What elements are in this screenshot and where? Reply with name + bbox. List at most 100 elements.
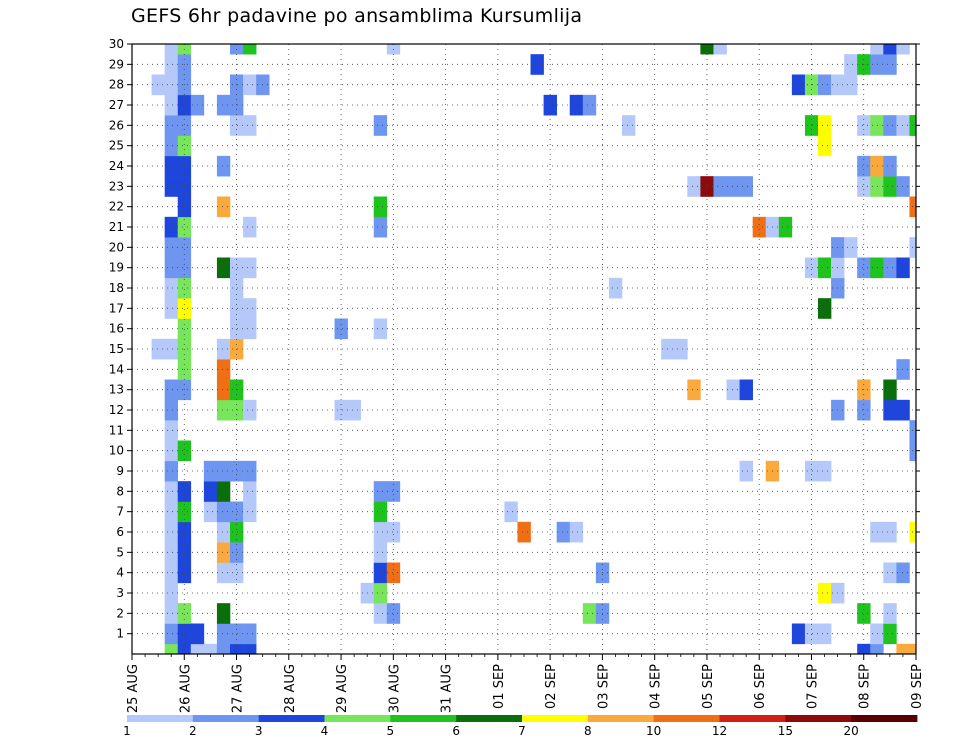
precip-cell xyxy=(818,623,832,645)
precip-cell xyxy=(216,460,231,482)
precip-cell xyxy=(857,257,871,279)
precip-cell xyxy=(216,562,231,584)
precip-cell xyxy=(243,501,257,523)
precip-cell xyxy=(230,542,244,563)
legend-label: 8 xyxy=(584,724,592,738)
precip-cell xyxy=(883,54,897,75)
precip-cell xyxy=(739,460,753,482)
legend-label: 2 xyxy=(189,724,197,738)
y-tick-label: 17 xyxy=(109,301,124,315)
precip-cell xyxy=(164,623,179,645)
precip-cell xyxy=(177,277,192,299)
precip-cell xyxy=(582,94,597,116)
precip-cell xyxy=(243,115,257,136)
precip-cell xyxy=(896,44,910,55)
precip-cell xyxy=(857,115,871,136)
y-tick-label: 9 xyxy=(116,464,124,478)
precip-cell xyxy=(164,54,179,75)
precip-cell xyxy=(791,623,806,645)
precip-cell xyxy=(151,338,165,360)
precipitation-cells xyxy=(151,44,917,655)
precip-cell xyxy=(870,44,884,55)
legend-label: 20 xyxy=(844,724,859,738)
y-tick-label: 14 xyxy=(109,362,124,376)
precip-cell xyxy=(164,176,179,197)
precip-cell xyxy=(373,196,388,218)
y-tick-label: 10 xyxy=(109,444,124,458)
precip-cell xyxy=(216,359,231,380)
precip-cell xyxy=(883,603,897,624)
precip-cell xyxy=(177,542,192,563)
precip-cell xyxy=(164,44,179,55)
legend-swatch xyxy=(258,715,325,722)
precip-cell xyxy=(373,318,388,340)
precip-cell xyxy=(896,176,910,197)
precip-cell xyxy=(818,135,832,157)
precip-cell xyxy=(177,481,192,502)
precip-cell xyxy=(622,115,636,136)
precip-cell xyxy=(726,379,740,401)
precip-cell xyxy=(203,501,218,523)
precip-cell xyxy=(791,74,806,96)
y-tick-label: 21 xyxy=(109,220,124,234)
y-tick-label: 28 xyxy=(109,78,124,92)
legend-label: 15 xyxy=(778,724,793,738)
precip-cell xyxy=(713,176,727,197)
precip-cell xyxy=(164,582,179,604)
precip-cell xyxy=(177,216,192,238)
legend-swatch xyxy=(851,715,918,722)
precip-cell xyxy=(687,176,701,197)
precip-cell xyxy=(243,318,257,340)
precip-cell xyxy=(243,481,257,502)
legend-swatch xyxy=(522,715,589,722)
precip-cell xyxy=(713,44,727,55)
precip-cell xyxy=(386,603,401,624)
precip-cell xyxy=(230,298,244,319)
y-tick-label: 5 xyxy=(116,545,124,559)
legend-swatch xyxy=(653,715,720,722)
precip-cell xyxy=(164,481,179,502)
y-axis-ticks: 1234567891011121314151617181920212223242… xyxy=(109,37,920,641)
y-tick-label: 12 xyxy=(109,403,124,417)
precip-cell xyxy=(883,399,897,421)
legend-swatch xyxy=(192,715,260,722)
precip-cell xyxy=(347,399,361,421)
x-tick-label: 27 AUG xyxy=(231,664,246,713)
precip-cell xyxy=(216,623,231,645)
precip-cell xyxy=(556,521,571,543)
precip-cell xyxy=(896,359,910,380)
precip-cell xyxy=(216,643,231,655)
precip-cell xyxy=(164,155,179,177)
precip-cell xyxy=(164,521,179,543)
precip-cell xyxy=(177,318,192,340)
precip-cell xyxy=(883,176,897,197)
precip-cell xyxy=(373,115,388,136)
precip-cell xyxy=(818,582,832,604)
precip-cell xyxy=(164,115,179,136)
precip-cell xyxy=(870,155,884,177)
precip-cell xyxy=(687,379,701,401)
precip-cell xyxy=(177,501,192,523)
y-tick-label: 13 xyxy=(109,383,124,397)
precip-cell xyxy=(190,643,205,655)
y-tick-label: 20 xyxy=(109,240,124,254)
precip-cell xyxy=(883,379,897,401)
precip-cell xyxy=(870,623,884,645)
precip-cell xyxy=(164,643,179,655)
precip-cell xyxy=(582,603,597,624)
y-tick-label: 29 xyxy=(109,57,124,71)
precip-cell xyxy=(216,542,231,563)
y-tick-label: 22 xyxy=(109,200,124,214)
precip-cell xyxy=(804,115,819,136)
precip-cell xyxy=(230,257,244,279)
precip-cell xyxy=(151,74,165,96)
precip-cell xyxy=(164,74,179,96)
precip-cell xyxy=(164,440,179,462)
precip-cell xyxy=(844,74,858,96)
precip-cell xyxy=(334,318,348,340)
precip-cell xyxy=(883,257,897,279)
precip-cell xyxy=(386,562,401,584)
precip-cell xyxy=(569,521,584,543)
precip-cell xyxy=(857,176,871,197)
x-tick-label: 30 AUG xyxy=(387,664,402,713)
